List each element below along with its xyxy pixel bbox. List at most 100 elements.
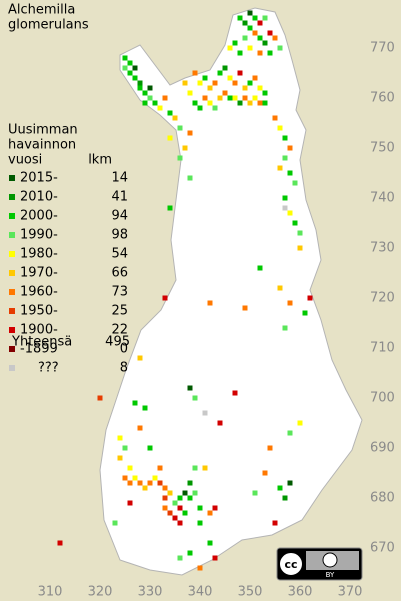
record-square [282, 195, 288, 201]
record-square [217, 70, 223, 76]
record-square [232, 95, 238, 101]
record-square [202, 75, 208, 81]
record-square [127, 60, 133, 66]
record-square [187, 130, 193, 136]
record-square [182, 510, 188, 516]
legend-count: 41 [111, 190, 128, 205]
record-square [187, 90, 193, 96]
legend-swatch [9, 213, 15, 219]
record-square [282, 135, 288, 141]
record-square [177, 495, 183, 501]
record-square [257, 50, 263, 56]
record-square [297, 420, 303, 426]
legend-count: 8 [120, 361, 128, 376]
record-square [157, 105, 163, 111]
record-square [207, 540, 213, 546]
x-tick-label: 370 [338, 585, 363, 600]
record-square [157, 465, 163, 471]
record-square [252, 95, 258, 101]
record-square [57, 540, 63, 546]
record-square [127, 465, 133, 471]
record-square [282, 325, 288, 331]
record-square [147, 445, 153, 451]
record-square [172, 515, 178, 521]
legend-swatch [9, 175, 15, 181]
record-square [272, 520, 278, 526]
record-square [182, 490, 188, 496]
record-square [177, 125, 183, 131]
record-square [162, 95, 168, 101]
record-square [192, 465, 198, 471]
record-square [207, 510, 213, 516]
record-square [197, 105, 203, 111]
legend-label: 1980- [20, 247, 58, 262]
record-square [277, 285, 283, 291]
legend-label: 2000- [20, 209, 58, 224]
license-badge: cc BY [276, 547, 363, 581]
x-tick-label: 320 [88, 585, 113, 600]
record-square [237, 50, 243, 56]
record-square [242, 95, 248, 101]
total-label: Yhteensä [11, 335, 72, 350]
legend-count: 94 [111, 209, 128, 224]
legend-swatch [9, 327, 15, 333]
record-square [267, 30, 273, 36]
record-square [117, 435, 123, 441]
record-square [127, 480, 133, 486]
record-square [162, 505, 168, 511]
record-square [282, 495, 288, 501]
legend-swatch [9, 308, 15, 314]
record-square [262, 100, 268, 106]
record-square [112, 520, 118, 526]
record-square [277, 125, 283, 131]
record-square [227, 75, 233, 81]
finland-outline [99, 7, 363, 576]
record-square [207, 100, 213, 106]
record-square [202, 95, 208, 101]
record-square [242, 20, 248, 26]
record-square [122, 55, 128, 61]
record-square [212, 555, 218, 561]
record-square [287, 170, 293, 176]
legend-count: 25 [111, 304, 128, 319]
record-square [247, 45, 253, 51]
record-square [267, 50, 273, 56]
legend-swatch [9, 346, 15, 352]
record-square [297, 245, 303, 251]
record-square [222, 90, 228, 96]
record-square [132, 75, 138, 81]
legend-label: 2015- [20, 171, 58, 186]
record-square [167, 110, 173, 116]
record-square [182, 80, 188, 86]
record-square [122, 445, 128, 451]
record-square [237, 100, 243, 106]
record-square [192, 490, 198, 496]
record-square [132, 65, 138, 71]
record-square [117, 455, 123, 461]
record-square [127, 70, 133, 76]
record-square [187, 480, 193, 486]
record-square [187, 385, 193, 391]
y-tick-label: 750 [370, 141, 395, 156]
legend-header: vuosi [8, 153, 42, 168]
record-square [242, 35, 248, 41]
record-square [172, 500, 178, 506]
record-square [212, 105, 218, 111]
record-square [202, 410, 208, 416]
record-square [242, 85, 248, 91]
record-square [137, 355, 143, 361]
record-square [232, 40, 238, 46]
title-line: Alchemilla [8, 3, 75, 18]
y-tick-label: 760 [370, 91, 395, 106]
record-square [122, 65, 128, 71]
record-square [152, 475, 158, 481]
legend-label: 1990- [20, 228, 58, 243]
record-square [177, 520, 183, 526]
record-square [297, 230, 303, 236]
record-square [277, 45, 283, 51]
record-square [137, 80, 143, 86]
y-tick-label: 710 [370, 341, 395, 356]
record-square [247, 10, 253, 16]
record-square [147, 480, 153, 486]
record-square [247, 80, 253, 86]
